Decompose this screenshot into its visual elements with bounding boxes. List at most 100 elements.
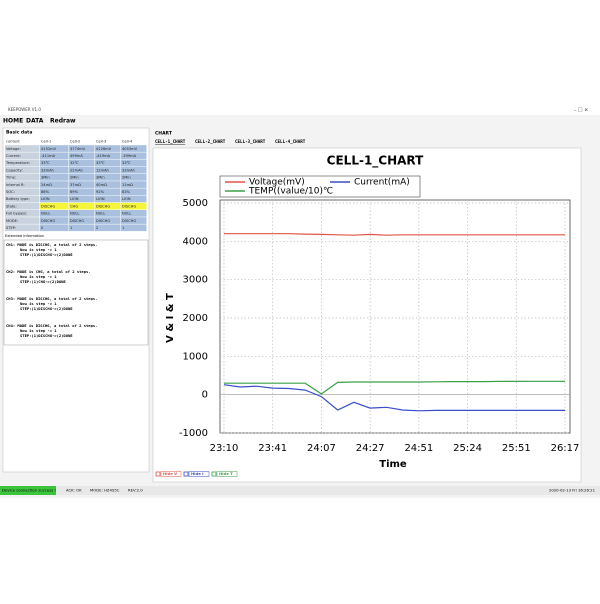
legend-label: Current(mA) [354, 178, 410, 188]
table-cell [5, 152, 40, 160]
table-cell-text: DISCHG [122, 219, 136, 223]
table-cell [95, 145, 121, 152]
info-box [3, 239, 149, 346]
toggle-label[interactable]: Hide I [191, 471, 204, 476]
table-cell [5, 166, 40, 174]
table-cell [69, 181, 95, 188]
series-line [224, 380, 565, 395]
table-cell-text: 2Min [70, 176, 79, 180]
table-cell-text: LION [41, 197, 50, 201]
table-cell-text: 499mA [70, 154, 83, 158]
table-cell-text: 33℃ [122, 161, 131, 165]
table-cell [121, 210, 147, 217]
chart-tab[interactable]: CELL-3_CHART [235, 139, 266, 144]
table-cell [95, 181, 121, 188]
toggle-checkbox[interactable] [155, 471, 161, 477]
table-cell-text: 4152mV [41, 147, 57, 151]
toggle-label[interactable]: Hide V [163, 471, 177, 476]
y-tick-label: 5000 [183, 198, 208, 209]
table-cell [69, 159, 95, 167]
table-cell [69, 195, 95, 203]
info-line: Now is step -> 1 [20, 301, 57, 306]
info-line: Now is step -> 1 [20, 274, 57, 279]
chart-tab[interactable]: CELL-2_CHART [195, 139, 226, 144]
table-cell [69, 217, 95, 224]
table-header: Cell-1 [41, 140, 51, 144]
table-cell [95, 210, 121, 217]
x-tick-label: 23:41 [258, 443, 287, 454]
toggle-label[interactable]: Hide T [219, 471, 233, 476]
info-line: Now is step -> 1 [20, 247, 57, 252]
menu-item[interactable]: Redraw [50, 118, 76, 125]
table-cell [40, 224, 69, 232]
table-cell [69, 210, 95, 217]
table-cell-text: 1 [70, 226, 72, 230]
table-cell [95, 174, 121, 181]
info-line: STEP:(1)DISCHG->(2)DONE [20, 306, 73, 311]
table-cell [40, 217, 69, 224]
panel-title: CHART [155, 131, 173, 137]
table-cell [5, 181, 40, 188]
table-cell-text: Internal R: [6, 183, 25, 187]
table-cell [95, 138, 121, 145]
status-text: MODE: HZ4S5C [90, 488, 120, 493]
table-cell-text: Battery type: [6, 197, 30, 201]
table-cell-text: NULL [122, 212, 131, 216]
table-cell [5, 202, 40, 210]
chart-tab[interactable]: CELL-1_CHART [155, 139, 186, 144]
table-cell-text: Temperature: [5, 161, 30, 165]
table-cell-text: 86% [41, 190, 50, 194]
toggle-checkbox[interactable] [183, 471, 189, 477]
x-tick-label: 25:51 [502, 443, 531, 454]
toggle-bg [188, 471, 210, 477]
menu-item[interactable]: HOME [3, 118, 23, 125]
table-cell-text: NULL [41, 212, 50, 216]
chart-tab[interactable]: CELL-4_CHART [275, 139, 306, 144]
y-tick-label: 0 [202, 390, 208, 401]
x-axis-label: Time [379, 459, 407, 470]
table-cell-text: -411mA [41, 154, 56, 158]
x-tick-label: 26:17 [551, 443, 580, 454]
legend-label: Voltage(mV) [249, 178, 305, 188]
y-tick-label: -1000 [179, 428, 208, 439]
y-tick-label: 3000 [183, 275, 208, 286]
title-bar [0, 106, 600, 115]
table-cell-text: 4053mV [122, 147, 138, 151]
table-cell [69, 188, 95, 196]
table-cell-text: DISCHG [122, 204, 136, 208]
window-controls[interactable]: – ☐ ✕ [574, 108, 588, 114]
info-line: STEP:(1)CHG->(2)DONE [20, 279, 66, 284]
legend [219, 175, 421, 198]
series-line [223, 384, 565, 412]
table-cell-text: LION [122, 197, 131, 201]
x-tick-label: 23:10 [210, 443, 239, 454]
toggle-bg [160, 471, 182, 477]
table-cell [95, 202, 121, 210]
table-cell [40, 195, 69, 203]
table-cell [40, 152, 69, 160]
table-cell [40, 181, 69, 188]
table-cell-text: 1 [122, 226, 124, 230]
table-cell-text: -399mA [122, 154, 137, 158]
table-cell [40, 174, 69, 181]
table-cell [95, 224, 121, 232]
y-tick-label: 4000 [183, 236, 208, 247]
table-cell-text: Full bypass: [6, 212, 27, 216]
table-cell [69, 174, 95, 181]
table-cell [5, 159, 40, 167]
table-cell-text: 3Min [41, 176, 50, 180]
table-cell-text: NULL [70, 212, 79, 216]
table-cell-text: LION [70, 197, 79, 201]
table-cell-text: DISCHG [41, 204, 55, 208]
table-cell-text: 24mΩ [41, 183, 52, 187]
y-tick-label: 1000 [183, 351, 208, 362]
menu-item[interactable]: DATA [26, 118, 44, 125]
section-title: Extended information [5, 234, 44, 238]
table-cell [69, 138, 95, 145]
table-cell [5, 210, 40, 217]
info-line: STEP:(1)DISCHG->(2)DONE [20, 333, 73, 338]
toggle-checkbox[interactable] [211, 471, 217, 477]
table-cell [69, 202, 95, 210]
table-cell [40, 138, 69, 145]
table-cell [95, 159, 121, 167]
